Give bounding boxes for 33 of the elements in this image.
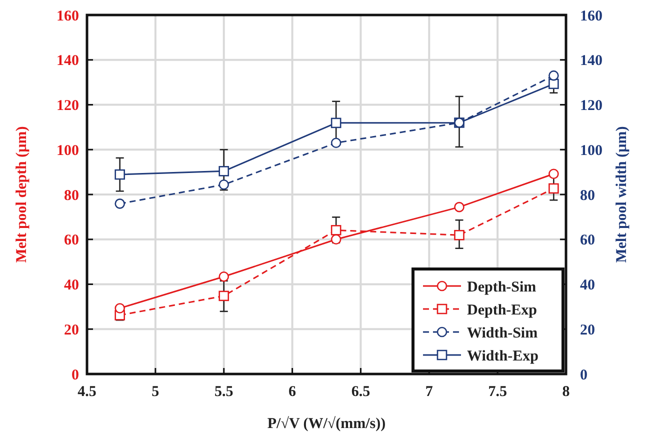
legend-label: Width-Exp [467, 348, 538, 364]
y2-tick-label: 60 [580, 232, 595, 249]
y-tick-label: 80 [64, 188, 79, 204]
y-tick-label: 160 [56, 8, 79, 24]
x-tick-label: 7.5 [488, 384, 507, 400]
y-tick-label: 20 [64, 322, 79, 338]
y2-tick-label: 140 [580, 53, 602, 70]
y-tick-label: 0 [72, 367, 79, 384]
legend-label: Depth-Sim [467, 279, 537, 296]
legend-label: Width-Sim [467, 325, 538, 342]
y2-tick-label: 100 [580, 142, 602, 159]
y2-tick-label: 40 [580, 278, 595, 294]
y-tick-label: 100 [56, 142, 79, 159]
x-tick-label: 7 [425, 384, 434, 400]
y2-tick-label: 160 [580, 8, 602, 24]
x-tick-label: 4.5 [78, 384, 96, 400]
y2-tick-label: 120 [580, 98, 602, 114]
x-axis-title: P/√V (W/√(mm/s)) [267, 416, 386, 432]
y-tick-label: 40 [64, 278, 79, 294]
y-axis-title: Melt pool depth (µm) [14, 126, 30, 263]
y-tick-label: 60 [64, 232, 79, 249]
x-tick-label: 8 [562, 384, 570, 400]
x-tick-label: 5 [152, 384, 160, 400]
y-tick-label: 120 [56, 98, 79, 114]
y2-tick-label: 0 [580, 367, 588, 384]
x-tick-label: 5.5 [214, 384, 234, 400]
y-tick-label: 140 [56, 53, 79, 70]
legend-label: Depth-Exp [467, 302, 538, 318]
y2-axis-title: Melt pool width (µm) [614, 126, 630, 263]
y2-tick-label: 80 [580, 188, 595, 204]
y2-tick-label: 20 [580, 322, 595, 338]
x-tick-label: 6 [288, 384, 297, 400]
x-tick-label: 6.5 [351, 384, 370, 400]
